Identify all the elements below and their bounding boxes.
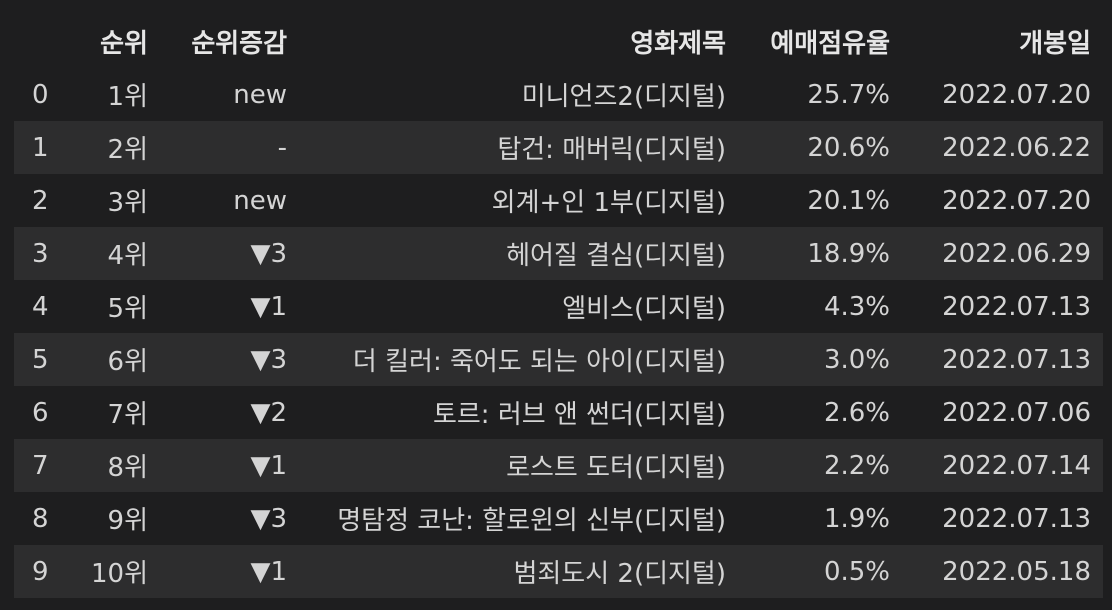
table-header-row: 순위 순위증감 영화제목 예매점유율 개봉일 [14,14,1103,68]
cell-booking-share: 2.6% [823,397,890,428]
table-row: 7 8위 ▼1 로스트 도터(디지털) 2.2% 2022.07.14 [14,439,1103,492]
cell-rank-change: ▼1 [250,556,287,587]
cell-release-date: 2022.05.18 [942,556,1091,587]
cell-release-date: 2022.07.06 [942,397,1091,428]
cell-movie-title: 로스트 도터(디지털) [506,453,726,483]
cell-rank: 3위 [107,188,148,218]
header-index [14,14,78,68]
cell-rank: 5위 [107,294,148,324]
table-body: 0 1위 new 미니언즈2(디지털) 25.7% 2022.07.20 1 2… [14,68,1103,598]
cell-rank: 8위 [107,453,148,483]
cell-booking-share: 20.6% [807,132,890,163]
table-row: 6 7위 ▼2 토르: 러브 앤 썬더(디지털) 2.6% 2022.07.06 [14,386,1103,439]
header-release-date: 개봉일 [1019,28,1091,59]
cell-movie-title: 범죄도시 2(디지털) [513,559,726,589]
cell-movie-title: 헤어질 결심(디지털) [506,241,726,271]
row-index: 8 [32,503,49,534]
dataframe-output: 순위 순위증감 영화제목 예매점유율 개봉일 0 1위 new 미니언즈2(디지… [14,14,1103,598]
cell-rank-change: ▼3 [250,503,287,534]
cell-release-date: 2022.06.29 [942,238,1091,269]
row-index: 7 [32,450,49,481]
row-index: 3 [32,238,49,269]
cell-movie-title: 명탐정 코난: 할로윈의 신부(디지털) [337,506,726,536]
dataframe-table: 순위 순위증감 영화제목 예매점유율 개봉일 0 1위 new 미니언즈2(디지… [14,14,1103,598]
cell-booking-share: 1.9% [823,503,890,534]
cell-release-date: 2022.06.22 [942,132,1091,163]
row-index: 2 [32,185,49,216]
cell-rank: 10위 [90,559,148,589]
cell-rank: 6위 [107,347,148,377]
cell-booking-share: 0.5% [823,556,890,587]
cell-release-date: 2022.07.13 [942,503,1091,534]
cell-movie-title: 엘비스(디지털) [562,294,726,324]
cell-rank: 7위 [107,400,148,430]
row-index: 1 [32,132,49,163]
row-index: 5 [32,344,49,375]
cell-rank-change: ▼3 [250,238,287,269]
cell-movie-title: 토르: 러브 앤 썬더(디지털) [432,400,726,430]
table-row: 4 5위 ▼1 엘비스(디지털) 4.3% 2022.07.13 [14,280,1103,333]
cell-booking-share: 18.9% [807,238,890,269]
cell-rank-change: ▼1 [250,450,287,481]
header-rank: 순위 [100,28,148,59]
row-index: 4 [32,291,49,322]
cell-booking-share: 3.0% [823,344,890,375]
cell-rank-change: - [277,132,287,163]
cell-rank: 9위 [107,506,148,536]
cell-movie-title: 탑건: 매버릭(디지털) [497,135,726,165]
row-index: 0 [32,79,49,110]
cell-booking-share: 25.7% [807,79,890,110]
cell-rank: 4위 [107,241,148,271]
cell-rank-change: new [233,185,287,216]
cell-rank: 2위 [107,135,148,165]
cell-release-date: 2022.07.20 [942,79,1091,110]
cell-movie-title: 더 킬러: 죽어도 되는 아이(디지털) [352,347,726,377]
cell-movie-title: 외계+인 1부(디지털) [491,188,726,218]
cell-booking-share: 20.1% [807,185,890,216]
cell-rank-change: ▼2 [250,397,287,428]
table-row: 5 6위 ▼3 더 킬러: 죽어도 되는 아이(디지털) 3.0% 2022.0… [14,333,1103,386]
cell-movie-title: 미니언즈2(디지털) [521,82,726,112]
cell-rank: 1위 [107,82,148,112]
table-row: 2 3위 new 외계+인 1부(디지털) 20.1% 2022.07.20 [14,174,1103,227]
cell-release-date: 2022.07.14 [942,450,1091,481]
cell-rank-change: ▼3 [250,344,287,375]
cell-release-date: 2022.07.20 [942,185,1091,216]
cell-release-date: 2022.07.13 [942,291,1091,322]
cell-booking-share: 2.2% [823,450,890,481]
row-index: 9 [32,556,49,587]
table-row: 0 1위 new 미니언즈2(디지털) 25.7% 2022.07.20 [14,68,1103,121]
cell-release-date: 2022.07.13 [942,344,1091,375]
table-row: 3 4위 ▼3 헤어질 결심(디지털) 18.9% 2022.06.29 [14,227,1103,280]
table-row: 8 9위 ▼3 명탐정 코난: 할로윈의 신부(디지털) 1.9% 2022.0… [14,492,1103,545]
header-rank-change: 순위증감 [191,28,287,59]
row-index: 6 [32,397,49,428]
cell-rank-change: ▼1 [250,291,287,322]
cell-booking-share: 4.3% [823,291,890,322]
header-booking-share: 예매점유율 [770,28,890,59]
table-row: 1 2위 - 탑건: 매버릭(디지털) 20.6% 2022.06.22 [14,121,1103,174]
header-movie-title: 영화제목 [630,28,726,59]
table-row: 9 10위 ▼1 범죄도시 2(디지털) 0.5% 2022.05.18 [14,545,1103,598]
cell-rank-change: new [233,79,287,110]
